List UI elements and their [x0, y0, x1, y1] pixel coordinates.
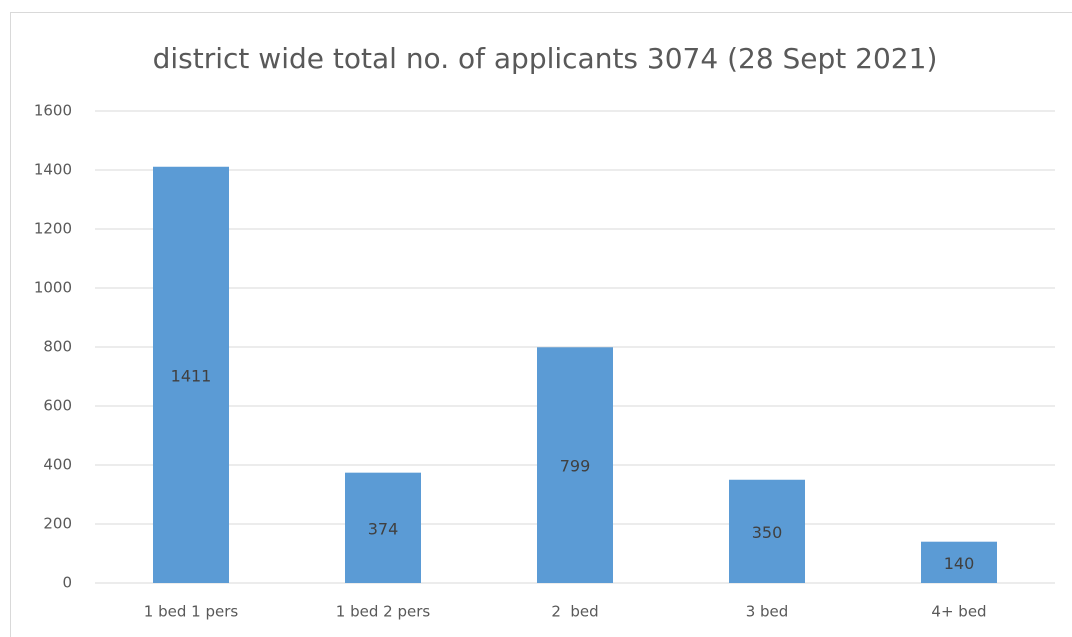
y-tick-label: 400: [43, 456, 72, 474]
y-tick-label: 800: [43, 338, 72, 356]
y-tick-label: 1600: [34, 102, 72, 120]
bar: [345, 472, 421, 583]
bar: [729, 479, 805, 583]
x-tick-label: 2 bed: [551, 603, 598, 621]
x-tick-label: 3 bed: [746, 603, 789, 621]
data-label: 350: [752, 523, 783, 542]
bar: [537, 347, 613, 583]
x-tick-label: 1 bed 1 pers: [144, 603, 239, 621]
y-tick-label: 1200: [34, 220, 72, 238]
x-tick-label: 1 bed 2 pers: [336, 603, 431, 621]
y-tick-label: 1400: [34, 161, 72, 179]
data-label: 799: [560, 457, 591, 476]
data-label: 1411: [171, 366, 212, 385]
x-tick-label: 4+ bed: [931, 603, 986, 621]
bar: [921, 541, 997, 583]
y-tick-label: 600: [43, 397, 72, 415]
bar: [153, 166, 229, 583]
y-tick-label: 0: [62, 574, 72, 592]
y-tick-label: 1000: [34, 279, 72, 297]
chart-title: district wide total no. of applicants 30…: [153, 42, 938, 75]
data-label: 140: [944, 554, 975, 573]
y-tick-label: 200: [43, 515, 72, 533]
data-label: 374: [368, 519, 399, 538]
